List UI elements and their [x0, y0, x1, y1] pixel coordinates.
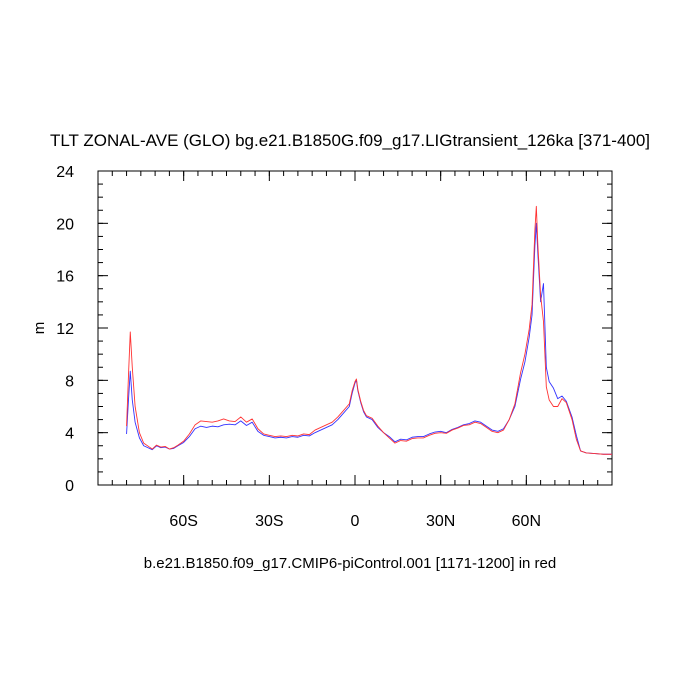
y-tick-label: 0 [65, 478, 74, 495]
y-tick-label: 16 [56, 269, 74, 286]
series-group [126, 205, 612, 455]
series-line-2 [126, 205, 612, 455]
plot-frame [97, 170, 613, 486]
x-axis: 60S 30S 0 30N 60N [111, 171, 599, 530]
y-tick-label: 8 [65, 373, 74, 390]
series-line-1 [126, 222, 612, 455]
y-tick-label: 4 [65, 426, 74, 443]
x-tick-label: 0 [351, 513, 360, 530]
x-tick-label: 30N [426, 513, 455, 530]
x-tick-label: 30S [255, 513, 283, 530]
y-axis-label: m [31, 322, 48, 335]
x-tick-label: 60S [169, 513, 197, 530]
y-tick-label: 20 [56, 216, 74, 233]
y-tick-label: 24 [56, 164, 74, 181]
chart-subtitle: b.e21.B1850.f09_g17.CMIP6-piControl.001 … [144, 555, 557, 572]
chart-title: TLT ZONAL-AVE (GLO) bg.e21.B1850G.f09_g1… [50, 131, 650, 150]
y-tick-label: 12 [56, 321, 74, 338]
x-tick-label: 60N [512, 513, 541, 530]
y-axis: 0 4 8 12 16 20 24 [56, 164, 612, 495]
